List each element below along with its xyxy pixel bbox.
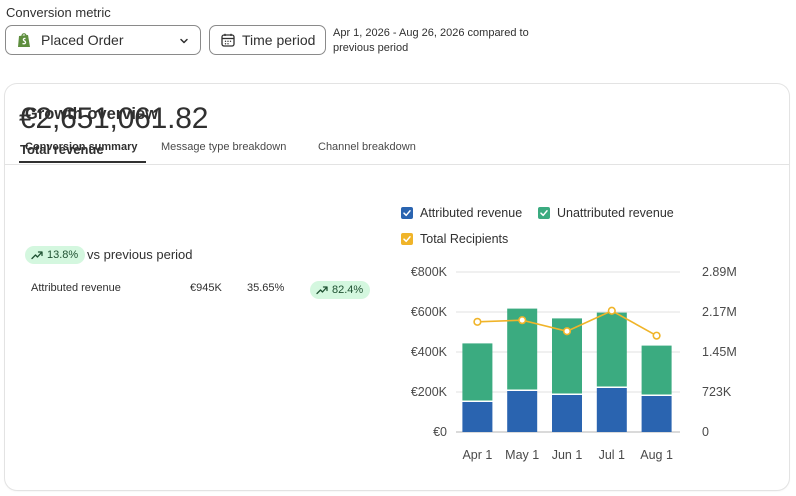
legend-attributed-swatch [401, 207, 413, 219]
conversion-metric-select[interactable]: Placed Order [5, 25, 201, 55]
tab-channel-breakdown[interactable]: Channel breakdown [318, 141, 416, 153]
revenue-change-value: 13.8% [47, 249, 79, 261]
calendar-icon [221, 33, 235, 47]
legend-attributed[interactable]: Attributed revenue [401, 206, 522, 220]
legend-recipients-swatch [401, 233, 413, 245]
x-tick-label: Apr 1 [462, 448, 492, 462]
tab-conversion-summary[interactable]: Conversion summary [25, 141, 138, 153]
legend-unattributed[interactable]: Unattributed revenue [538, 206, 674, 220]
conversion-metric-value: Placed Order [41, 32, 124, 48]
legend-unattributed-label: Unattributed revenue [557, 206, 674, 220]
trend-up-icon [31, 250, 43, 260]
vs-previous-text: vs previous period [87, 247, 193, 262]
recipients-point [652, 331, 661, 340]
revenue-change-badge: 13.8% [25, 246, 86, 264]
legend-recipients-label: Total Recipients [420, 232, 509, 246]
y-tick-label: €600K [411, 305, 448, 319]
recipients-point [562, 327, 572, 336]
tab-bar: Conversion summary Message type breakdow… [5, 136, 789, 165]
period-description: Apr 1, 2026 - Aug 26, 2026 compared to p… [333, 27, 529, 54]
trend-up-icon [316, 285, 328, 295]
legend-recipients[interactable]: Total Recipients [401, 232, 508, 246]
total-revenue-label: Total revenue [20, 142, 104, 157]
bar-attributed [641, 396, 672, 432]
x-tick-label: Jul 1 [599, 448, 625, 462]
attributed-revenue-label: Attributed revenue [31, 282, 121, 294]
recipients-point [473, 317, 482, 326]
y2-tick-label: 1.45M [702, 345, 737, 359]
y-tick-label: €800K [411, 265, 448, 279]
active-tab-indicator [19, 161, 146, 163]
bar-unattributed [462, 343, 493, 401]
bar-attributed [596, 388, 627, 432]
y-tick-label: €0 [433, 425, 447, 439]
time-period-label: Time period [242, 32, 316, 48]
y2-tick-label: 2.89M [702, 265, 737, 279]
y2-tick-label: 2.17M [702, 305, 737, 319]
recipients-point [518, 316, 527, 325]
shopify-bag-icon [17, 32, 31, 48]
conversion-metric-label: Conversion metric [6, 5, 111, 20]
bar-unattributed [596, 312, 627, 387]
attributed-change-value: 82.4% [332, 284, 364, 296]
attributed-change-badge: 82.4% [310, 281, 371, 299]
time-period-button[interactable]: Time period [209, 25, 326, 55]
bar-attributed [507, 391, 538, 432]
bar-attributed [462, 402, 493, 432]
legend-attributed-label: Attributed revenue [420, 206, 523, 220]
bar-unattributed [641, 345, 672, 395]
y2-tick-label: 723K [702, 385, 732, 399]
legend-unattributed-swatch [538, 207, 550, 219]
tab-message-type-breakdown[interactable]: Message type breakdown [161, 141, 287, 153]
x-tick-label: Aug 1 [640, 448, 673, 462]
attributed-revenue-share: 35.65% [247, 282, 285, 294]
card-title: Growth overview [25, 105, 158, 123]
attributed-revenue-value: €945K [190, 282, 222, 294]
y2-tick-label: 0 [702, 425, 709, 439]
total-revenue-value: €2,651,061.82 [19, 102, 209, 135]
y-tick-label: €200K [411, 385, 448, 399]
chevron-down-icon [178, 34, 190, 46]
y-tick-label: €400K [411, 345, 448, 359]
x-tick-label: May 1 [505, 448, 539, 462]
x-tick-label: Jun 1 [552, 448, 583, 462]
recipients-point [607, 306, 616, 315]
bar-attributed [552, 395, 582, 432]
